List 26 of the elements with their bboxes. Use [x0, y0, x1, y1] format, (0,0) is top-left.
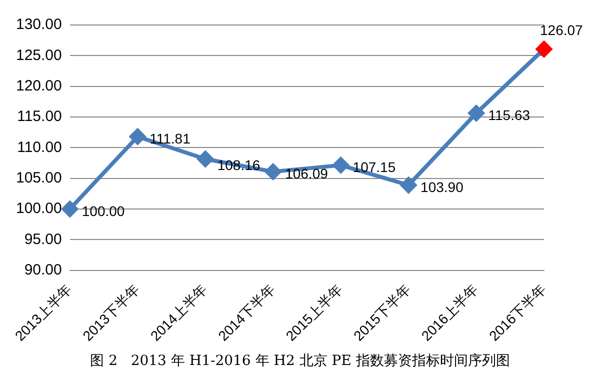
y-tick-label: 110.00 — [17, 138, 62, 156]
y-tick-label: 100.00 — [16, 200, 62, 218]
y-tick-label: 125.00 — [16, 46, 62, 64]
point — [62, 201, 78, 218]
y-tick-label: 105.00 — [16, 170, 62, 187]
y-tick-label: 95.00 — [24, 230, 62, 248]
data-label: 108.16 — [217, 156, 260, 173]
y-tick-label: 120.00 — [16, 77, 62, 94]
data-label: 107.15 — [352, 159, 396, 176]
caption: 图 2 2013 年 H1-2016 年 H2 北京 PE 指数募资指标时间序列图 — [89, 352, 511, 370]
point — [130, 128, 146, 145]
data-label: 100.00 — [82, 202, 125, 219]
data-label: 115.63 — [488, 107, 530, 124]
data-label: 103.90 — [420, 178, 464, 195]
point — [332, 157, 349, 174]
point — [400, 177, 417, 194]
data-label: 106.09 — [285, 166, 328, 182]
point — [197, 150, 214, 167]
data-label: 111.81 — [150, 130, 191, 146]
y-tick-label: 90.00 — [24, 262, 62, 279]
y-tick-label: 115.00 — [17, 108, 62, 126]
y-tick-label: 130.00 — [16, 16, 62, 34]
point — [536, 41, 552, 58]
data-label: 126.07 — [540, 22, 584, 38]
point — [468, 105, 484, 122]
point — [265, 164, 282, 180]
